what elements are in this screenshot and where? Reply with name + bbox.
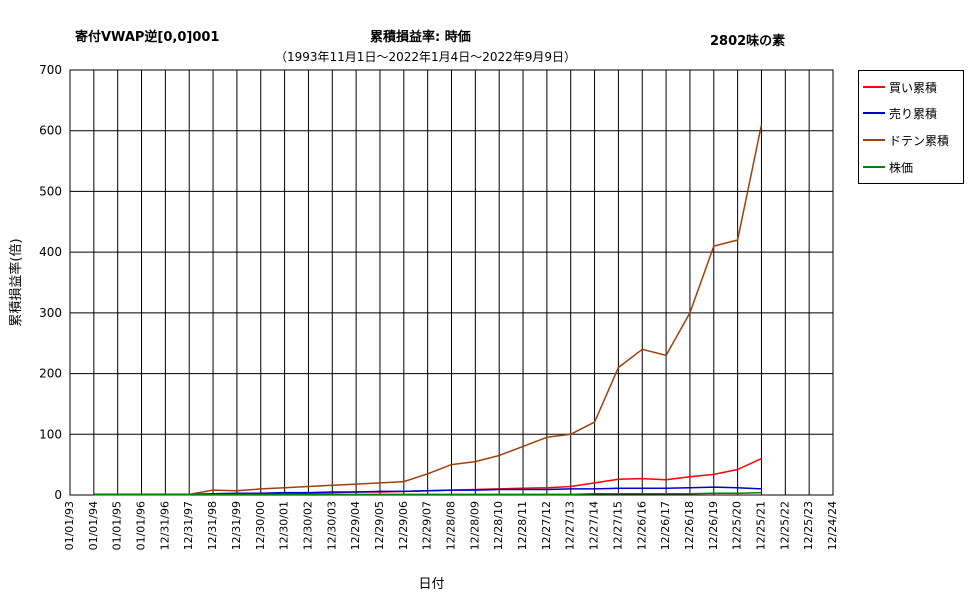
legend-label-price: 株価 (889, 160, 914, 175)
x-tick-label: 12/30/02 (301, 501, 314, 550)
x-tick-label: 12/25/23 (802, 501, 815, 550)
legend-swatch-sell (863, 112, 885, 114)
x-tick-label: 12/25/22 (778, 501, 791, 550)
x-tick-label: 01/01/94 (87, 501, 100, 550)
x-tick-label: 12/31/99 (230, 501, 243, 550)
legend-swatch-doten (863, 139, 885, 141)
x-tick-label: 12/26/17 (659, 501, 672, 550)
x-tick-label: 12/28/10 (492, 501, 505, 550)
x-tick-label: 12/24/24 (826, 501, 839, 550)
legend-swatch-price (863, 166, 885, 168)
x-tick-label: 01/01/93 (63, 501, 76, 550)
x-tick-label: 12/29/05 (373, 501, 386, 550)
y-tick-label: 0 (54, 488, 62, 502)
y-tick-label: 200 (39, 367, 62, 381)
legend-item-sell: 売り累積 (863, 105, 937, 121)
x-tick-label: 12/27/12 (540, 501, 553, 550)
series-line-price (93, 491, 762, 496)
x-tick-label: 12/29/04 (349, 501, 362, 550)
x-tick-label: 12/27/14 (588, 501, 601, 550)
x-tick-label: 12/30/01 (278, 501, 291, 550)
x-tick-label: 12/28/08 (445, 501, 458, 550)
x-tick-label: 01/01/96 (135, 501, 148, 550)
x-tick-label: 12/28/09 (468, 501, 481, 550)
legend-label-buy: 買い累積 (889, 80, 938, 95)
x-tick-label: 12/31/96 (158, 501, 171, 550)
x-tick-label: 12/29/06 (397, 501, 410, 550)
x-tick-label: 12/25/20 (731, 501, 744, 550)
x-tick-label: 01/01/95 (111, 501, 124, 550)
chart-header-left: 寄付VWAP逆[0,0]001 (75, 30, 220, 45)
y-tick-label: 400 (39, 245, 62, 259)
y-axis-label: 累積損益率(倍) (8, 238, 24, 326)
legend-label-sell: 売り累積 (889, 106, 938, 121)
x-tick-label: 12/30/03 (325, 501, 338, 550)
x-tick-label: 12/26/16 (635, 501, 648, 550)
x-tick-label: 12/25/21 (754, 501, 767, 550)
x-tick-label: 12/31/98 (206, 501, 219, 550)
y-tick-label: 700 (39, 63, 62, 77)
y-tick-label: 500 (39, 184, 62, 198)
x-tick-label: 12/28/11 (516, 501, 529, 550)
x-tick-label: 12/30/00 (254, 501, 267, 550)
x-tick-label: 12/29/07 (421, 501, 434, 550)
x-tick-label: 12/26/18 (683, 501, 696, 550)
y-tick-label: 600 (39, 124, 62, 138)
y-tick-label: 100 (39, 427, 62, 441)
x-tick-label: 12/27/13 (564, 501, 577, 550)
legend-item-price: 株価 (863, 159, 913, 175)
legend-label-doten: ドテン累積 (889, 133, 950, 148)
x-tick-label: 12/27/15 (611, 501, 624, 550)
legend-item-doten: ドテン累積 (863, 132, 949, 148)
x-tick-label: 12/26/19 (707, 501, 720, 550)
x-tick-label: 12/31/97 (182, 501, 195, 550)
chart-legend: 買い累積 売り累積 ドテン累積 株価 (858, 70, 964, 184)
legend-swatch-buy (863, 86, 885, 88)
x-axis-label: 日付 (418, 577, 444, 592)
chart-title: 累積損益率: 時価 (370, 30, 471, 45)
series-line-doten (93, 124, 763, 496)
y-tick-label: 300 (39, 306, 62, 320)
chart-header-right: 2802味の素 (710, 34, 786, 49)
legend-item-buy: 買い累積 (863, 79, 937, 95)
chart-period: （1993年11月1日～2022年1月4日～2022年9月9日） (275, 50, 577, 64)
